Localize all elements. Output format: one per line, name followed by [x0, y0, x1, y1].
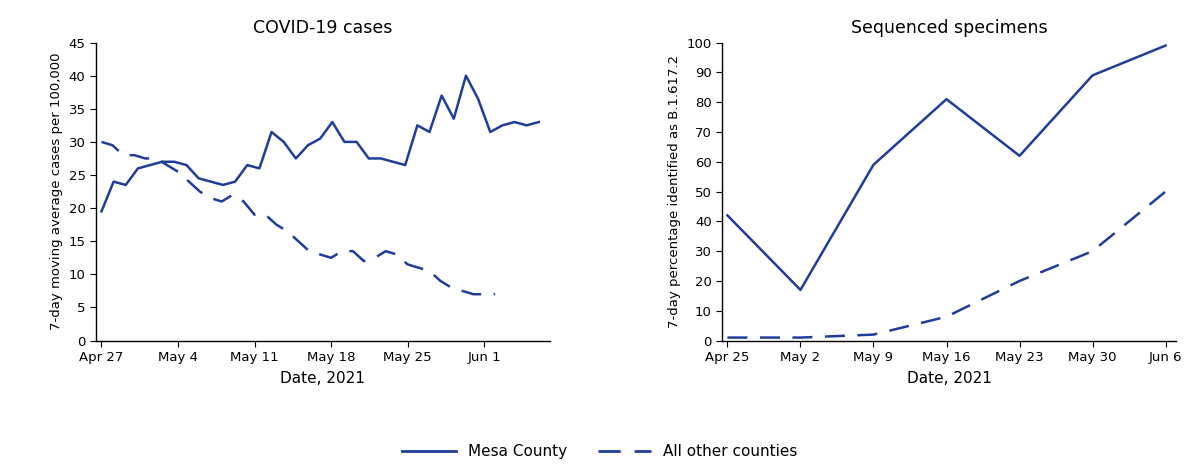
All other counties [1013, 278, 1027, 284]
All other counties [170, 169, 185, 175]
Mesa County [95, 209, 109, 214]
Mesa County [508, 119, 522, 125]
X-axis label: Date, 2021: Date, 2021 [281, 371, 365, 386]
All other counties [335, 248, 349, 254]
Mesa County [119, 182, 133, 188]
All other counties [367, 255, 382, 261]
Mesa County [179, 162, 193, 168]
Mesa County [470, 96, 485, 102]
All other counties [138, 156, 152, 161]
All other counties [401, 262, 415, 267]
All other counties [313, 252, 328, 257]
All other counties [95, 139, 109, 145]
All other counties [466, 291, 480, 297]
Mesa County [720, 212, 734, 218]
Mesa County [167, 159, 181, 165]
All other counties [149, 156, 163, 161]
Mesa County [289, 156, 304, 161]
Mesa County [496, 123, 510, 128]
Mesa County [520, 123, 534, 128]
Mesa County [446, 116, 461, 122]
Mesa County [337, 139, 352, 145]
Mesa County [228, 179, 242, 184]
All other counties [940, 314, 954, 320]
Line: Mesa County: Mesa County [102, 76, 539, 211]
All other counties [302, 248, 317, 254]
Mesa County [434, 93, 449, 98]
All other counties [488, 291, 503, 297]
All other counties [280, 228, 294, 234]
Mesa County [1013, 153, 1027, 158]
Mesa County [204, 179, 218, 184]
Line: All other counties: All other counties [102, 142, 496, 294]
Title: COVID-19 cases: COVID-19 cases [253, 19, 392, 37]
Line: Mesa County: Mesa County [727, 45, 1165, 290]
Mesa County [1158, 43, 1172, 48]
All other counties [160, 162, 174, 168]
All other counties [269, 222, 283, 228]
All other counties [476, 291, 491, 297]
Mesa County [216, 182, 230, 188]
All other counties [1085, 248, 1099, 254]
Legend: Mesa County, All other counties: Mesa County, All other counties [396, 438, 804, 465]
Mesa County [398, 162, 413, 168]
Mesa County [192, 175, 206, 181]
All other counties [455, 288, 469, 294]
Mesa County [131, 166, 145, 171]
All other counties [181, 179, 196, 184]
All other counties [720, 335, 734, 341]
All other counties [292, 238, 306, 244]
All other counties [193, 189, 208, 194]
All other counties [236, 199, 251, 204]
Mesa County [1085, 72, 1099, 78]
Mesa County [240, 162, 254, 168]
All other counties [226, 192, 240, 198]
Mesa County [866, 162, 881, 167]
All other counties [324, 255, 338, 261]
All other counties [258, 212, 272, 218]
Mesa County [107, 179, 121, 184]
Line: All other counties: All other counties [727, 192, 1165, 338]
All other counties [378, 248, 392, 254]
All other counties [422, 268, 437, 274]
Mesa County [155, 159, 169, 165]
All other counties [215, 199, 229, 204]
Mesa County [410, 123, 425, 128]
All other counties [1158, 189, 1172, 194]
Mesa County [276, 139, 290, 145]
Mesa County [386, 159, 401, 165]
Mesa County [458, 73, 473, 79]
All other counties [390, 252, 404, 257]
All other counties [247, 212, 262, 218]
All other counties [356, 258, 371, 264]
Y-axis label: 7-day moving average cases per 100,000: 7-day moving average cases per 100,000 [50, 53, 64, 330]
Mesa County [361, 156, 376, 161]
Mesa County [325, 119, 340, 125]
Mesa County [264, 129, 278, 135]
Mesa County [373, 156, 388, 161]
Mesa County [422, 129, 437, 135]
Mesa County [143, 162, 157, 168]
Mesa County [532, 119, 546, 125]
All other counties [433, 278, 448, 284]
All other counties [866, 332, 881, 337]
Mesa County [793, 287, 808, 293]
All other counties [116, 152, 131, 158]
Mesa County [313, 136, 328, 141]
Title: Sequenced specimens: Sequenced specimens [851, 19, 1048, 37]
All other counties [444, 285, 458, 290]
All other counties [204, 195, 218, 201]
All other counties [127, 152, 142, 158]
Mesa County [484, 129, 498, 135]
All other counties [106, 142, 120, 148]
Mesa County [940, 96, 954, 102]
Y-axis label: 7-day percentage identified as B.1.617.2: 7-day percentage identified as B.1.617.2 [668, 55, 680, 328]
All other counties [793, 335, 808, 341]
Mesa County [252, 166, 266, 171]
All other counties [412, 265, 426, 271]
Mesa County [349, 139, 364, 145]
Mesa County [301, 142, 316, 148]
All other counties [346, 248, 360, 254]
X-axis label: Date, 2021: Date, 2021 [907, 371, 991, 386]
